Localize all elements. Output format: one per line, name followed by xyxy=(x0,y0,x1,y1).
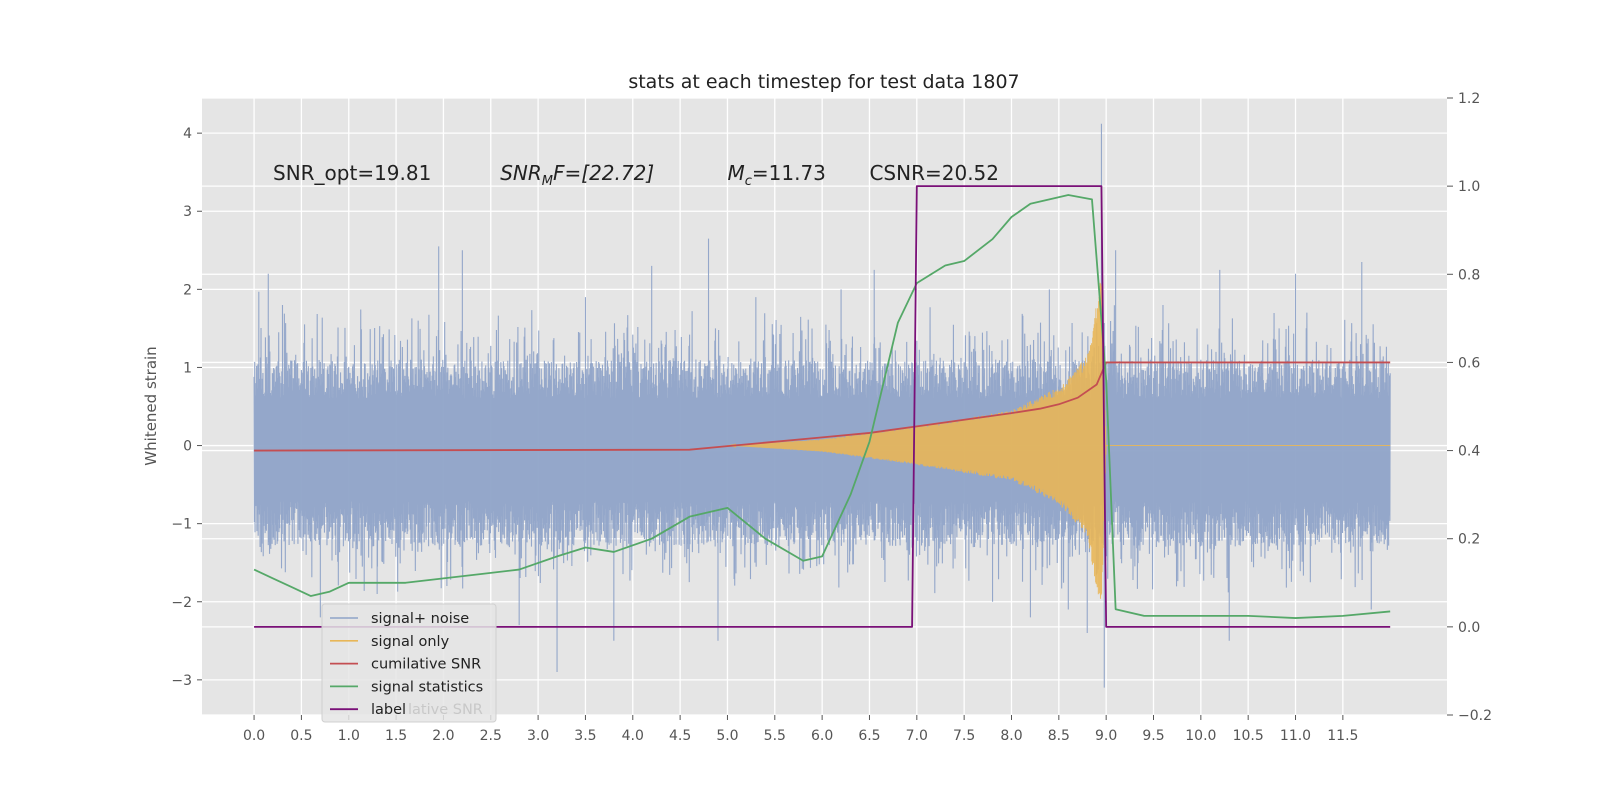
legend-label: cumilative SNR xyxy=(371,657,481,673)
legend-label: signal only xyxy=(371,634,450,650)
x-tick-label: 5.5 xyxy=(764,728,786,744)
annotation-suffix: F=[22.72] xyxy=(553,161,654,185)
legend-label: signal+ noise xyxy=(371,611,469,627)
x-tick-label: 11.5 xyxy=(1327,728,1358,744)
legend-box xyxy=(321,603,497,723)
legend-ghost-text: lative SNR xyxy=(408,702,483,718)
y2-tick-label: 1.2 xyxy=(1458,91,1480,107)
y2-tick-label: 0.2 xyxy=(1458,532,1480,548)
annotation-subscript: c xyxy=(745,174,752,189)
annotation-main: M xyxy=(727,161,744,185)
x-tick-label: 3.0 xyxy=(527,728,549,744)
y-tick-label: 4 xyxy=(183,126,192,142)
x-tick-label: 4.0 xyxy=(622,728,644,744)
x-tick-label: 2.5 xyxy=(480,728,502,744)
y2-tick-label: 0.4 xyxy=(1458,444,1480,460)
x-tick-label: 0.0 xyxy=(243,728,265,744)
x-tick-label: 8.5 xyxy=(1048,728,1070,744)
y2-tick-label: −0.2 xyxy=(1458,708,1492,724)
y2-tick-label: 0.8 xyxy=(1458,267,1480,283)
chart-title: stats at each timestep for test data 180… xyxy=(628,71,1019,93)
x-tick-label: 9.0 xyxy=(1095,728,1117,744)
x-tick-label: 6.5 xyxy=(858,728,880,744)
legend-label: label xyxy=(371,702,406,718)
x-tick-label: 1.0 xyxy=(338,728,360,744)
y-axis-label: Whitened strain xyxy=(142,346,160,465)
x-tick-label: 8.0 xyxy=(1000,728,1022,744)
y-tick-label: −1 xyxy=(171,517,192,533)
x-tick-label: 5.0 xyxy=(716,728,738,744)
series-signal-only xyxy=(727,282,1391,599)
y-tick-label: 2 xyxy=(183,282,192,298)
axes: 0.0 0.5 1.0 1.5 2.0 2.5 3.0 3.5 4.0 4.5 5.0 5.5 6.0 6… xyxy=(171,91,1492,744)
series-label xyxy=(254,185,1391,628)
series-signal-noise xyxy=(253,123,1391,688)
x-tick-label: 7.0 xyxy=(906,728,928,744)
series-cumilative-snr xyxy=(254,361,1391,452)
x-tick-label: 9.5 xyxy=(1142,728,1164,744)
y-tick-label: −3 xyxy=(171,673,192,689)
annotation: SNR_opt=19.81 xyxy=(273,161,431,185)
x-tick-label: 3.5 xyxy=(574,728,596,744)
annotation-main: CSNR=20.52 xyxy=(869,161,999,185)
y-tick-label: 0 xyxy=(183,439,192,455)
series-layer xyxy=(253,123,1391,688)
x-tick-label: 10.5 xyxy=(1233,728,1264,744)
x-tick-label: 7.5 xyxy=(953,728,975,744)
x-tick-label: 0.5 xyxy=(290,728,312,744)
annotation: Mc=11.73 xyxy=(727,161,825,189)
legend-label: signal statistics xyxy=(371,679,483,695)
x-tick-label: 2.0 xyxy=(432,728,454,744)
y2-tick-label: 0.6 xyxy=(1458,355,1480,371)
y2-tick-label: 0.0 xyxy=(1458,620,1480,636)
x-tick-label: 11.0 xyxy=(1280,728,1311,744)
series-signal-statistics xyxy=(253,194,1391,619)
annotation-main: SNR_opt=19.81 xyxy=(273,161,431,185)
annotation-subscript: M xyxy=(542,174,553,189)
annotation-suffix: =11.73 xyxy=(752,161,826,185)
x-tick-label: 1.5 xyxy=(385,728,407,744)
y-tick-label: 3 xyxy=(183,204,192,220)
annotation: CSNR=20.52 xyxy=(869,161,999,185)
x-tick-label: 10.0 xyxy=(1185,728,1216,744)
y-tick-label: −2 xyxy=(171,595,192,611)
y-tick-label: 1 xyxy=(183,360,192,376)
annotations: SNR_opt=19.81 SNRMF=[22.72] Mc=11.73 CSNR=2… xyxy=(273,161,999,189)
annotation-main: SNR xyxy=(500,161,542,185)
legend: lative SNR signal+ noise signal only cumila… xyxy=(321,603,497,723)
y2-tick-label: 1.0 xyxy=(1458,179,1480,195)
annotation: SNRMF=[22.72] xyxy=(500,161,654,189)
x-tick-label: 4.5 xyxy=(669,728,691,744)
x-tick-label: 6.0 xyxy=(811,728,833,744)
